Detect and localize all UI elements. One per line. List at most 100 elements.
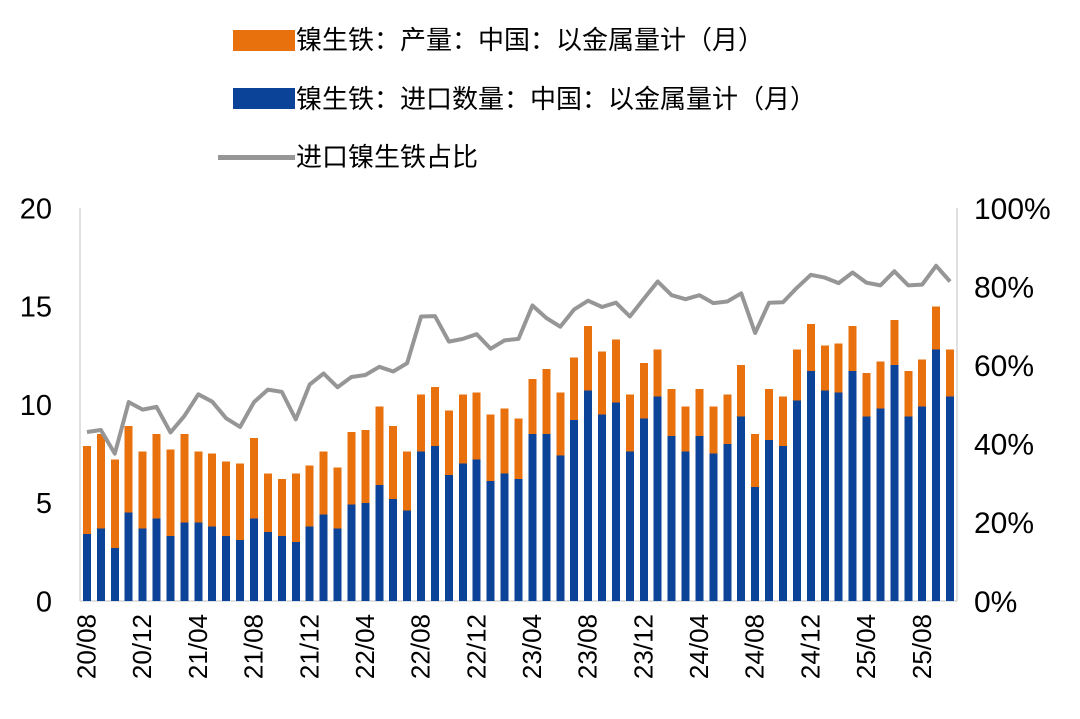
bar-production [709,406,718,454]
left-axis-ticks: 0 5 10 15 20 [20,193,52,618]
x-axis-tick-label: 23/08 [573,614,603,679]
bar-production [375,406,384,486]
bar-import [904,416,913,601]
legend-item-import: 镍生铁：进口数量：中国：以金属量计（月） [218,83,817,114]
bar-import [82,534,91,601]
bar-import [277,536,286,601]
bar-import [500,473,509,601]
x-axis-ticks: 20/08 20/12 21/04 21/08 21/12 22/04 22/08 22/12… [72,614,937,679]
bar-production [918,359,927,407]
bar-import [347,504,356,601]
legend-label-import: 镍生铁：进口数量：中国：以金属量计（月） [296,83,817,114]
bar-import [208,526,217,601]
bar-import [806,371,815,601]
bar-production [751,433,760,488]
x-axis-tick-label: 25/04 [851,614,881,679]
bar-import [403,510,412,601]
bar-import [166,536,175,601]
bar-import [236,540,245,601]
bar-production [277,479,286,537]
bar-production [848,325,857,372]
bar-import [180,522,189,601]
bar-import [932,349,941,601]
bar-production [361,430,370,503]
right-axis-tick-label: 20% [974,507,1034,540]
bar-production [681,406,690,452]
bar-production [180,433,189,523]
bar-production [208,453,217,527]
bar-production [194,451,203,523]
bar-import [124,512,133,601]
share-line [86,263,952,456]
bar-import [375,485,384,601]
bar-production [556,392,565,456]
bar-import [584,390,593,601]
bar-import [528,433,537,601]
x-axis-tick-label: 21/08 [239,614,269,679]
bar-production [138,451,147,529]
x-axis-tick-label: 21/04 [183,614,213,679]
bar-import [946,396,955,601]
bar-import [430,445,439,601]
legend-label-share: 进口镍生铁占比 [296,142,479,173]
right-axis-tick-label: 0% [974,586,1017,619]
bar-import [737,416,746,601]
bar-production [500,408,509,474]
bar-production [528,378,537,434]
bar-production [222,461,231,537]
left-axis-tick-label: 10 [20,390,52,422]
chart-legend: 镍生铁：产量：中国：以金属量计（月） 镍生铁：进口数量：中国：以金属量计（月） … [218,26,816,172]
bar-import [291,542,300,601]
bar-production [430,386,439,446]
right-axis-tick-label: 100% [974,193,1051,226]
bar-production [653,349,662,397]
bar-import [542,433,551,601]
bar-import [250,518,259,601]
bar-import [570,420,579,601]
left-axis-tick-label: 5 [36,488,52,520]
bar-production [250,437,259,519]
bar-import [110,547,119,601]
bar-import [820,390,829,601]
bar-import [723,443,732,601]
x-axis-tick-label: 24/04 [684,614,714,679]
bar-import [319,514,328,601]
bar-import [556,455,565,601]
bar-production [932,306,941,350]
right-axis-tick-label: 60% [974,350,1034,383]
bar-import [222,536,231,601]
bar-production [667,388,676,436]
bar-production [723,394,732,444]
bar-production [333,467,342,529]
x-axis-tick-label: 22/08 [406,614,436,679]
bar-production [862,373,871,417]
bar-production [486,414,495,482]
bar-production [584,325,593,391]
bar-import [918,406,927,601]
bar-import [765,439,774,601]
bar-production [834,343,843,393]
bar-import [194,522,203,601]
bar-import [333,528,342,601]
bar-production [737,365,746,417]
bars-group [82,306,955,601]
bar-import [709,453,718,601]
left-axis-tick-label: 20 [20,193,52,225]
bar-import [138,528,147,601]
bar-production [403,451,412,511]
share-line-swatch [218,154,295,160]
bar-import [778,445,787,601]
bar-import [834,392,843,601]
bar-production [778,396,787,446]
bar-production [946,349,955,397]
x-axis-tick-label: 23/12 [628,614,658,679]
bar-production [625,394,634,452]
legend-item-production: 镍生铁：产量：中国：以金属量计（月） [218,26,816,55]
bar-production [236,463,245,541]
bar-import [263,532,272,601]
bar-production [472,392,481,460]
bar-import [848,371,857,601]
bar-production [291,473,300,543]
bar-production [639,363,648,419]
